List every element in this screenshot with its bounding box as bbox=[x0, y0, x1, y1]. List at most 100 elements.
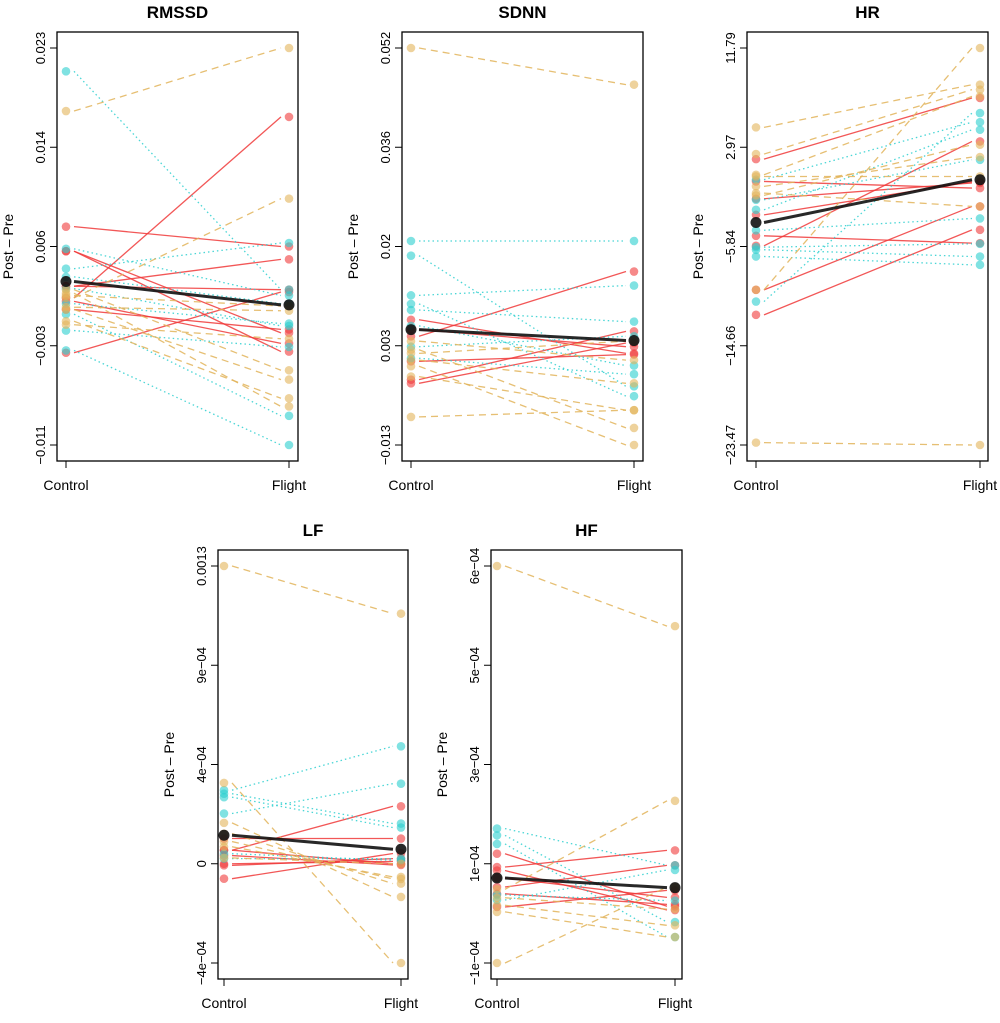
flight-point bbox=[396, 802, 406, 811]
subject-line bbox=[418, 357, 627, 375]
subject-line bbox=[418, 342, 627, 384]
y-axis-label: Post – Pre bbox=[690, 214, 706, 280]
control-point bbox=[492, 561, 502, 571]
flight-point bbox=[975, 85, 985, 94]
control-point bbox=[61, 244, 71, 254]
flight-point bbox=[975, 225, 985, 235]
panel-lf: LF −4e−04 0 4e−04 9e−04 0.0013 Post – Pre Contr… bbox=[161, 521, 418, 1011]
y-tick-label: −0.003 bbox=[33, 326, 48, 366]
control-point bbox=[61, 302, 71, 312]
y-tick-label: 0.023 bbox=[33, 32, 48, 65]
flight-point bbox=[975, 125, 985, 135]
plot-frame bbox=[746, 31, 989, 462]
subject-line bbox=[231, 857, 394, 865]
control-point bbox=[751, 182, 761, 191]
subject-line bbox=[763, 217, 973, 231]
y-tick-label: 0.036 bbox=[378, 131, 393, 164]
flight-point bbox=[284, 393, 294, 403]
subject-line bbox=[763, 205, 973, 291]
plot-frame bbox=[490, 549, 683, 980]
subject-line bbox=[504, 889, 668, 908]
control-point bbox=[492, 907, 502, 917]
control-point bbox=[751, 297, 761, 306]
control-point bbox=[492, 958, 502, 968]
flight-point bbox=[670, 621, 680, 631]
flight-point bbox=[670, 896, 680, 905]
subject-line bbox=[231, 805, 394, 851]
control-point bbox=[492, 900, 502, 910]
subject-line bbox=[418, 47, 627, 86]
control-point bbox=[219, 792, 229, 802]
x-tick-label: Flight bbox=[963, 477, 997, 493]
x-tick-label: Flight bbox=[617, 477, 651, 493]
subject-line bbox=[504, 869, 668, 911]
panel-hf: HF −1e−04 1e−04 3e−04 5e−04 6e−04 Post – Pre Co… bbox=[434, 521, 692, 1011]
mean-flight-point bbox=[283, 299, 295, 311]
panel-title: SDNN bbox=[498, 3, 546, 22]
subject-line bbox=[73, 349, 282, 446]
flight-point bbox=[629, 440, 639, 450]
panel-title: HR bbox=[855, 3, 880, 22]
series-solid bbox=[406, 267, 639, 388]
x-tick-label: Control bbox=[474, 995, 519, 1011]
flight-point bbox=[975, 202, 985, 211]
panel-hr: HR −23.47 −14.66 −5.84 2.97 11.79 Post – Pre Co… bbox=[690, 3, 997, 493]
subject-line bbox=[763, 243, 973, 248]
flight-point bbox=[670, 921, 680, 930]
flight-point bbox=[975, 239, 985, 249]
series-dashed bbox=[219, 561, 406, 968]
control-point bbox=[406, 251, 416, 260]
control-point bbox=[751, 205, 761, 215]
subject-line bbox=[504, 911, 668, 938]
x-tick-label: Flight bbox=[658, 995, 692, 1011]
mean-line bbox=[73, 280, 282, 307]
panel-title: HF bbox=[575, 521, 598, 540]
y-tick-label: 4e−04 bbox=[194, 746, 209, 783]
flight-point bbox=[396, 958, 406, 968]
subject-line bbox=[73, 198, 282, 299]
flight-point bbox=[284, 411, 294, 421]
subject-line bbox=[504, 869, 668, 901]
x-tick-label: Control bbox=[43, 477, 88, 493]
subject-line bbox=[231, 793, 394, 825]
subject-line bbox=[231, 565, 394, 615]
y-axis-label: Post – Pre bbox=[345, 214, 361, 280]
control-point bbox=[406, 305, 416, 315]
y-tick-label: 0.052 bbox=[378, 32, 393, 65]
mean-line bbox=[231, 833, 394, 851]
flight-point bbox=[975, 152, 985, 162]
y-axis-label: Post – Pre bbox=[161, 732, 177, 798]
y-tick-label: 0.0013 bbox=[194, 546, 209, 586]
subject-line bbox=[73, 329, 282, 348]
control-point bbox=[406, 291, 416, 300]
subject-line bbox=[763, 89, 973, 155]
y-tick-label: −14.66 bbox=[723, 326, 738, 366]
mean-control-point bbox=[750, 217, 762, 229]
flight-point bbox=[396, 779, 406, 788]
flight-point bbox=[629, 423, 639, 433]
flight-point bbox=[975, 440, 985, 450]
flight-point bbox=[629, 355, 639, 365]
control-point bbox=[751, 252, 761, 261]
series-dotted bbox=[61, 67, 294, 450]
y-tick-label: 1e−04 bbox=[467, 845, 482, 882]
subject-line bbox=[763, 255, 973, 266]
subject-line bbox=[504, 897, 668, 910]
flight-point bbox=[975, 108, 985, 118]
control-point bbox=[406, 43, 416, 53]
y-tick-label: 9e−04 bbox=[194, 647, 209, 684]
control-point bbox=[751, 438, 761, 447]
control-point bbox=[751, 123, 761, 132]
flight-point bbox=[975, 260, 985, 270]
flight-point bbox=[629, 369, 639, 379]
subject-line bbox=[418, 365, 627, 446]
control-point bbox=[406, 412, 416, 422]
control-point bbox=[61, 264, 71, 273]
flight-point bbox=[284, 255, 294, 264]
subject-line bbox=[73, 306, 282, 312]
control-point bbox=[492, 839, 502, 849]
series-solid bbox=[751, 93, 985, 320]
x-tick-label: Control bbox=[733, 477, 778, 493]
flight-point bbox=[396, 741, 406, 751]
